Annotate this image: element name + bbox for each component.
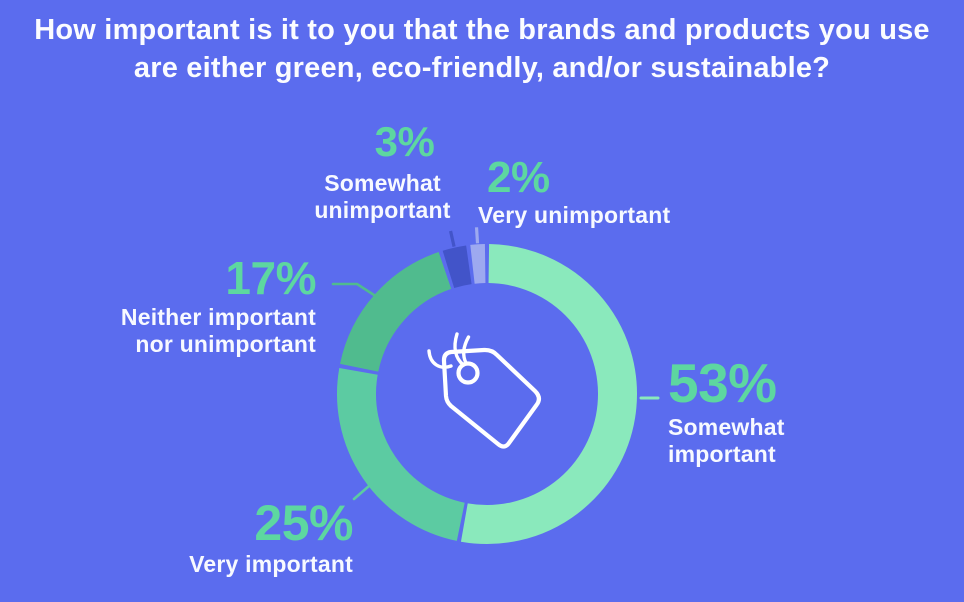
pointer-stem-very-unimportant bbox=[474, 227, 480, 244]
tag-string-strand2 bbox=[462, 335, 471, 365]
percent-neither: 17% bbox=[225, 252, 316, 304]
label-neither-line2: nor unimportant bbox=[135, 331, 316, 358]
tag-body bbox=[441, 347, 541, 449]
leader-line-neither-important-nor-unimportant bbox=[331, 282, 376, 297]
label-very-unimportant: Very unimportant bbox=[478, 201, 671, 228]
label-neither-line1: Neither important bbox=[120, 303, 316, 330]
donut-segment-very-important bbox=[337, 367, 466, 541]
callout-neither: 17% Neither important nor unimportant bbox=[120, 252, 317, 358]
donut-segment-neither-important-nor-unimportant bbox=[340, 252, 452, 373]
chart-title-line2: are either green, eco-friendly, and/or s… bbox=[133, 52, 831, 84]
tag-string-curl bbox=[427, 349, 453, 369]
percent-very-important: 25% bbox=[254, 495, 353, 551]
label-somewhat-unimportant-line1: Somewhat bbox=[324, 169, 441, 196]
donut-segment-somewhat-important bbox=[460, 244, 637, 544]
label-somewhat-unimportant-line2: unimportant bbox=[314, 196, 451, 223]
chart-title-line1: How important is it to you that the bran… bbox=[34, 14, 930, 46]
donut-segments bbox=[337, 244, 637, 544]
callout-very-unimportant: 2% Very unimportant bbox=[478, 153, 671, 229]
tag-hole bbox=[456, 361, 480, 385]
percent-very-unimportant: 2% bbox=[487, 153, 550, 202]
price-tag-icon bbox=[427, 332, 541, 449]
callout-somewhat-important: 53% Somewhat important bbox=[668, 355, 785, 468]
percent-somewhat-unimportant: 3% bbox=[374, 118, 435, 165]
pointer-stem-somewhat-unimportant bbox=[449, 230, 456, 247]
leader-line-very-important bbox=[352, 484, 371, 501]
chart-title: How important is it to you that the bran… bbox=[0, 11, 964, 87]
callout-very-important: 25% Very important bbox=[189, 498, 353, 578]
donut-segment-very-unimportant bbox=[470, 244, 486, 284]
percent-somewhat-important: 53% bbox=[668, 352, 777, 414]
tag-string-strand bbox=[453, 332, 466, 367]
label-somewhat-important-line1: Somewhat bbox=[668, 414, 785, 441]
leader-lines bbox=[331, 227, 660, 501]
callout-somewhat-unimportant: 3% Somewhat unimportant bbox=[290, 120, 475, 224]
label-somewhat-important-line2: important bbox=[668, 441, 776, 468]
label-very-important: Very important bbox=[189, 551, 353, 577]
donut-segment-somewhat-unimportant bbox=[442, 245, 472, 289]
